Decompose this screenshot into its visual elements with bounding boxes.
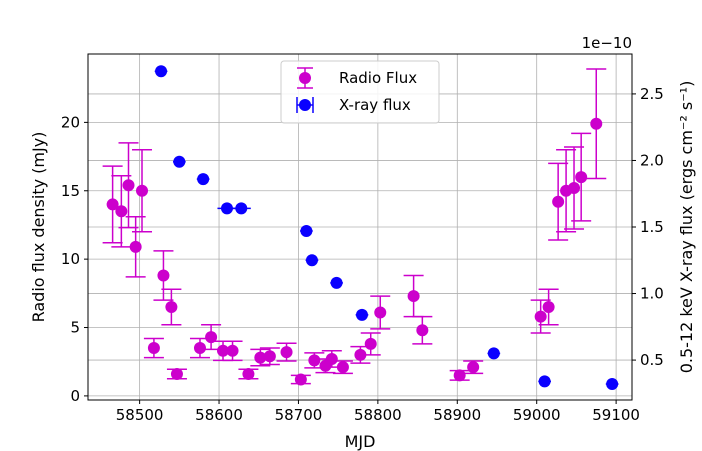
radio-flux-point [370,295,391,330]
radio-flux-point [102,165,123,244]
xray-flux-series [154,65,619,391]
xray-flux-point [231,202,251,215]
y-tick-label: 10 [61,250,80,268]
radio-flux-point [153,250,174,301]
legend: Radio Flux X-ray flux [280,60,440,124]
x-tick-label: 58500 [116,406,164,424]
y2-offset-label: 1e−10 [582,34,632,52]
xray-flux-point [605,378,619,391]
y-axis-right: 0.5 1.0 1.5 2.0 2.5 [632,85,664,369]
radio-flux-point [332,360,353,375]
xray-flux-point [538,375,551,388]
radio-flux-point [290,373,311,386]
xray-flux-point [487,347,501,360]
radio-flux-point [259,347,280,366]
radio-flux-series [102,68,607,386]
y-axis-title: Radio flux density (mJy) [29,132,48,323]
x-tick-label: 58700 [275,406,323,424]
radio-flux-point [161,288,182,326]
radio-flux-point [412,315,433,345]
y-tick-label: 0 [70,387,80,405]
y2-tick-label: 1.5 [640,218,664,236]
x-axis: 58500 58600 58700 58800 58900 59000 59100 [116,400,640,424]
radio-flux-point [166,368,187,381]
y2-axis-title: 0.5-12 keV X-ray flux (ergs cm⁻² s⁻¹) [677,81,696,374]
radio-flux-point [250,348,271,367]
y-axis-left: 0 5 10 15 20 [61,113,88,405]
radio-flux-point [143,337,164,359]
radio-flux-point [276,342,297,362]
y2-tick-label: 2.0 [640,151,664,169]
radio-flux-point [350,345,371,364]
y-tick-label: 15 [61,182,80,200]
x-tick-label: 59000 [513,406,561,424]
xray-flux-point [154,65,168,78]
radio-flux-point [571,132,592,222]
radio-flux-point [538,288,559,326]
y2-tick-label: 0.5 [640,351,664,369]
y-tick-label: 20 [61,113,80,131]
radio-flux-point [586,68,607,180]
y-tick-label: 5 [70,319,80,337]
radio-flux-point [201,324,222,351]
y2-tick-label: 1.0 [640,285,664,303]
x-tick-label: 59100 [592,406,640,424]
x-tick-label: 58600 [195,406,243,424]
legend-box [280,60,440,124]
xray-flux-point [305,254,319,267]
legend-marker-radio [297,67,313,89]
radio-flux-point [463,360,484,375]
legend-marker-xray [296,97,314,113]
legend-label-xray: X-ray flux [339,96,411,114]
radio-flux-point [548,162,569,241]
xray-flux-point [355,308,369,321]
radio-flux-point [222,340,243,362]
legend-label-radio: Radio Flux [339,69,417,87]
radio-flux-point [132,148,153,233]
xray-flux-point [330,276,343,289]
radio-flux-point [304,352,325,369]
radio-flux-point [449,369,470,382]
x-axis-title: MJD [345,432,376,451]
xray-flux-point [196,173,210,186]
xray-flux-point [172,155,186,168]
radio-flux-point [125,215,146,278]
y2-tick-label: 2.5 [640,85,664,103]
xray-flux-point [300,224,313,237]
radio-flux-point [238,368,259,381]
radio-flux-point [530,299,551,334]
x-tick-label: 58900 [433,406,481,424]
radio-flux-point [360,332,381,356]
x-tick-label: 58800 [354,406,402,424]
radio-flux-point [564,146,585,230]
